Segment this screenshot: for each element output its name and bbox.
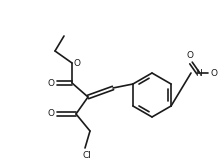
Text: O: O: [48, 79, 54, 88]
Text: O: O: [48, 110, 54, 119]
Text: N: N: [195, 69, 201, 78]
Text: O: O: [187, 51, 194, 61]
Text: O: O: [73, 59, 80, 68]
Text: Cl: Cl: [83, 152, 91, 161]
Text: O: O: [211, 69, 218, 78]
